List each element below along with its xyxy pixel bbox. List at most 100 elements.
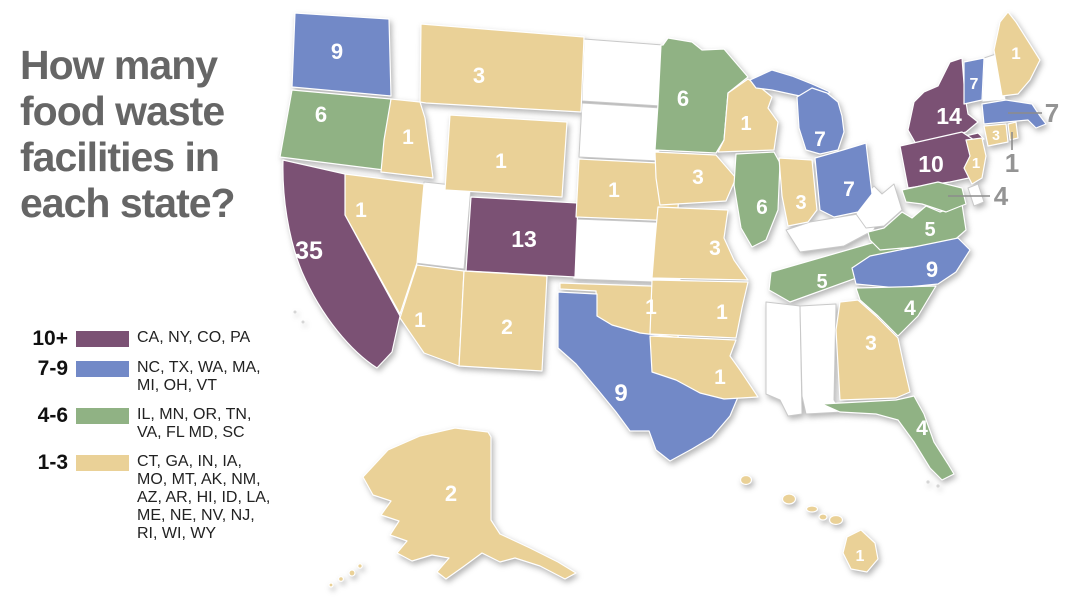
state-value-wa: 9 [331,39,343,64]
state-value-mi: 7 [814,128,826,151]
state-ms [765,301,803,417]
state-value-tn: 5 [816,271,827,293]
state-sd [578,102,662,162]
legend-swatch-1-3 [76,455,129,471]
state-value-mo: 3 [709,237,721,260]
hawaii-island-kauai [739,474,753,486]
state-az [399,264,465,367]
state-or [279,89,392,171]
state-value-il: 6 [756,196,768,219]
state-value-la: 1 [714,366,726,389]
title-line-4: each state? [20,180,236,226]
state-value-oh: 7 [843,178,855,201]
state-nj [963,137,987,185]
legend-row-1-3: 1-3 CT, GA, IN, IA, MO, MT, AK, NM, AZ, … [22,451,292,543]
aleutian-islet [348,569,356,577]
hawaii-island-big-island [842,529,879,573]
state-value-mt: 3 [473,63,485,88]
callout-value-ri: 1 [1005,148,1019,178]
callout-value-md: 4 [994,181,1009,211]
florida-keys-islet [926,480,930,484]
state-me [993,11,1041,97]
legend-range-label: 7-9 [37,357,68,380]
legend-range-label: 10+ [32,327,68,350]
legend-states-list: NC, TX, WA, MA, MI, OH, VT [137,359,261,394]
state-value-in: 3 [795,192,806,214]
channel-islands-islet [301,320,305,324]
state-value-pa: 10 [918,151,944,177]
hawaii-island-lanai [818,513,828,521]
state-wy [444,114,568,198]
channel-islands-islet [293,310,297,314]
state-value-sc: 4 [904,297,916,320]
legend-range-label: 4-6 [37,404,68,427]
callouts: 7 1 4 [948,98,1059,211]
state-value-ia: 3 [692,166,704,189]
state-value-nc: 9 [926,257,938,282]
state-fl [821,395,955,481]
state-value-wi: 1 [740,113,751,135]
legend-swatch-7-9 [76,361,129,377]
legend-range-label: 1-3 [37,451,68,474]
legend-states-list: CA, NY, CO, PA [137,329,251,346]
state-value-az: 1 [414,309,426,332]
state-vt [963,57,985,105]
state-ga [835,299,911,401]
state-value-vt: 7 [970,76,979,93]
state-value-mn: 6 [677,86,689,111]
state-de [967,183,985,207]
state-value-nj: 1 [972,155,980,172]
state-ca [282,159,401,369]
aleutian-islet [328,582,334,588]
legend-states-list: CT, GA, IN, IA, MO, MT, AK, NM, AZ, AR, … [137,453,271,542]
state-value-ga: 3 [865,332,877,355]
legend-row-4-6: 4-6 IL, MN, OR, TN, VA, FL MD, SC [22,404,292,442]
state-value-ct: 3 [992,127,1000,143]
state-nc [851,237,971,289]
state-value-or: 6 [315,102,327,127]
hawaii-island-molokai [805,505,819,513]
state-value-wy: 1 [495,150,507,173]
legend-row-10plus: 10+ CA, NY, CO, PA [22,327,292,350]
state-oh [814,142,873,218]
state-value-hi: 1 [856,548,865,565]
state-nm [458,270,548,372]
state-ma [981,99,1047,129]
state-ri [1007,121,1019,141]
state-value-ne: 1 [608,179,620,202]
legend-states-list: IL, MN, OR, TN, VA, FL MD, SC [137,406,252,441]
legend-row-7-9: 7-9 NC, TX, WA, MA, MI, OH, VT [22,357,292,395]
state-md [901,181,967,213]
state-tx [557,291,739,462]
title-line-3: facilities in [20,134,220,180]
state-ak [362,427,577,580]
state-number-labels: 9 6 35 1 1 3 1 13 1 2 1 1 9 6 3 3 1 1 1 … [295,39,1021,565]
state-ar [649,279,749,339]
state-in [778,157,818,227]
state-il [733,151,781,248]
state-value-nv: 1 [355,199,367,222]
legend-swatch-10plus [76,331,129,347]
state-ia [654,151,737,206]
page-title: How many food waste facilities in each s… [20,42,236,226]
state-sc [855,285,937,337]
state-value-co: 13 [511,226,537,252]
state-la [649,335,759,400]
aleutian-islet [357,563,363,569]
state-mt [419,23,585,113]
hawaii-island-maui [828,514,844,526]
state-value-ca: 35 [295,237,323,265]
state-mi [796,87,845,155]
state-al [799,303,843,415]
state-value-ar: 1 [716,301,728,324]
map-region-contiguous-us [279,11,1047,488]
state-value-nm: 2 [501,316,513,339]
state-value-me: 1 [1011,44,1020,63]
state-wa [291,12,392,97]
state-value-ny: 14 [936,103,962,129]
title-line-2: food waste [20,88,225,134]
state-value-ok: 1 [645,296,657,319]
state-co [465,196,579,278]
